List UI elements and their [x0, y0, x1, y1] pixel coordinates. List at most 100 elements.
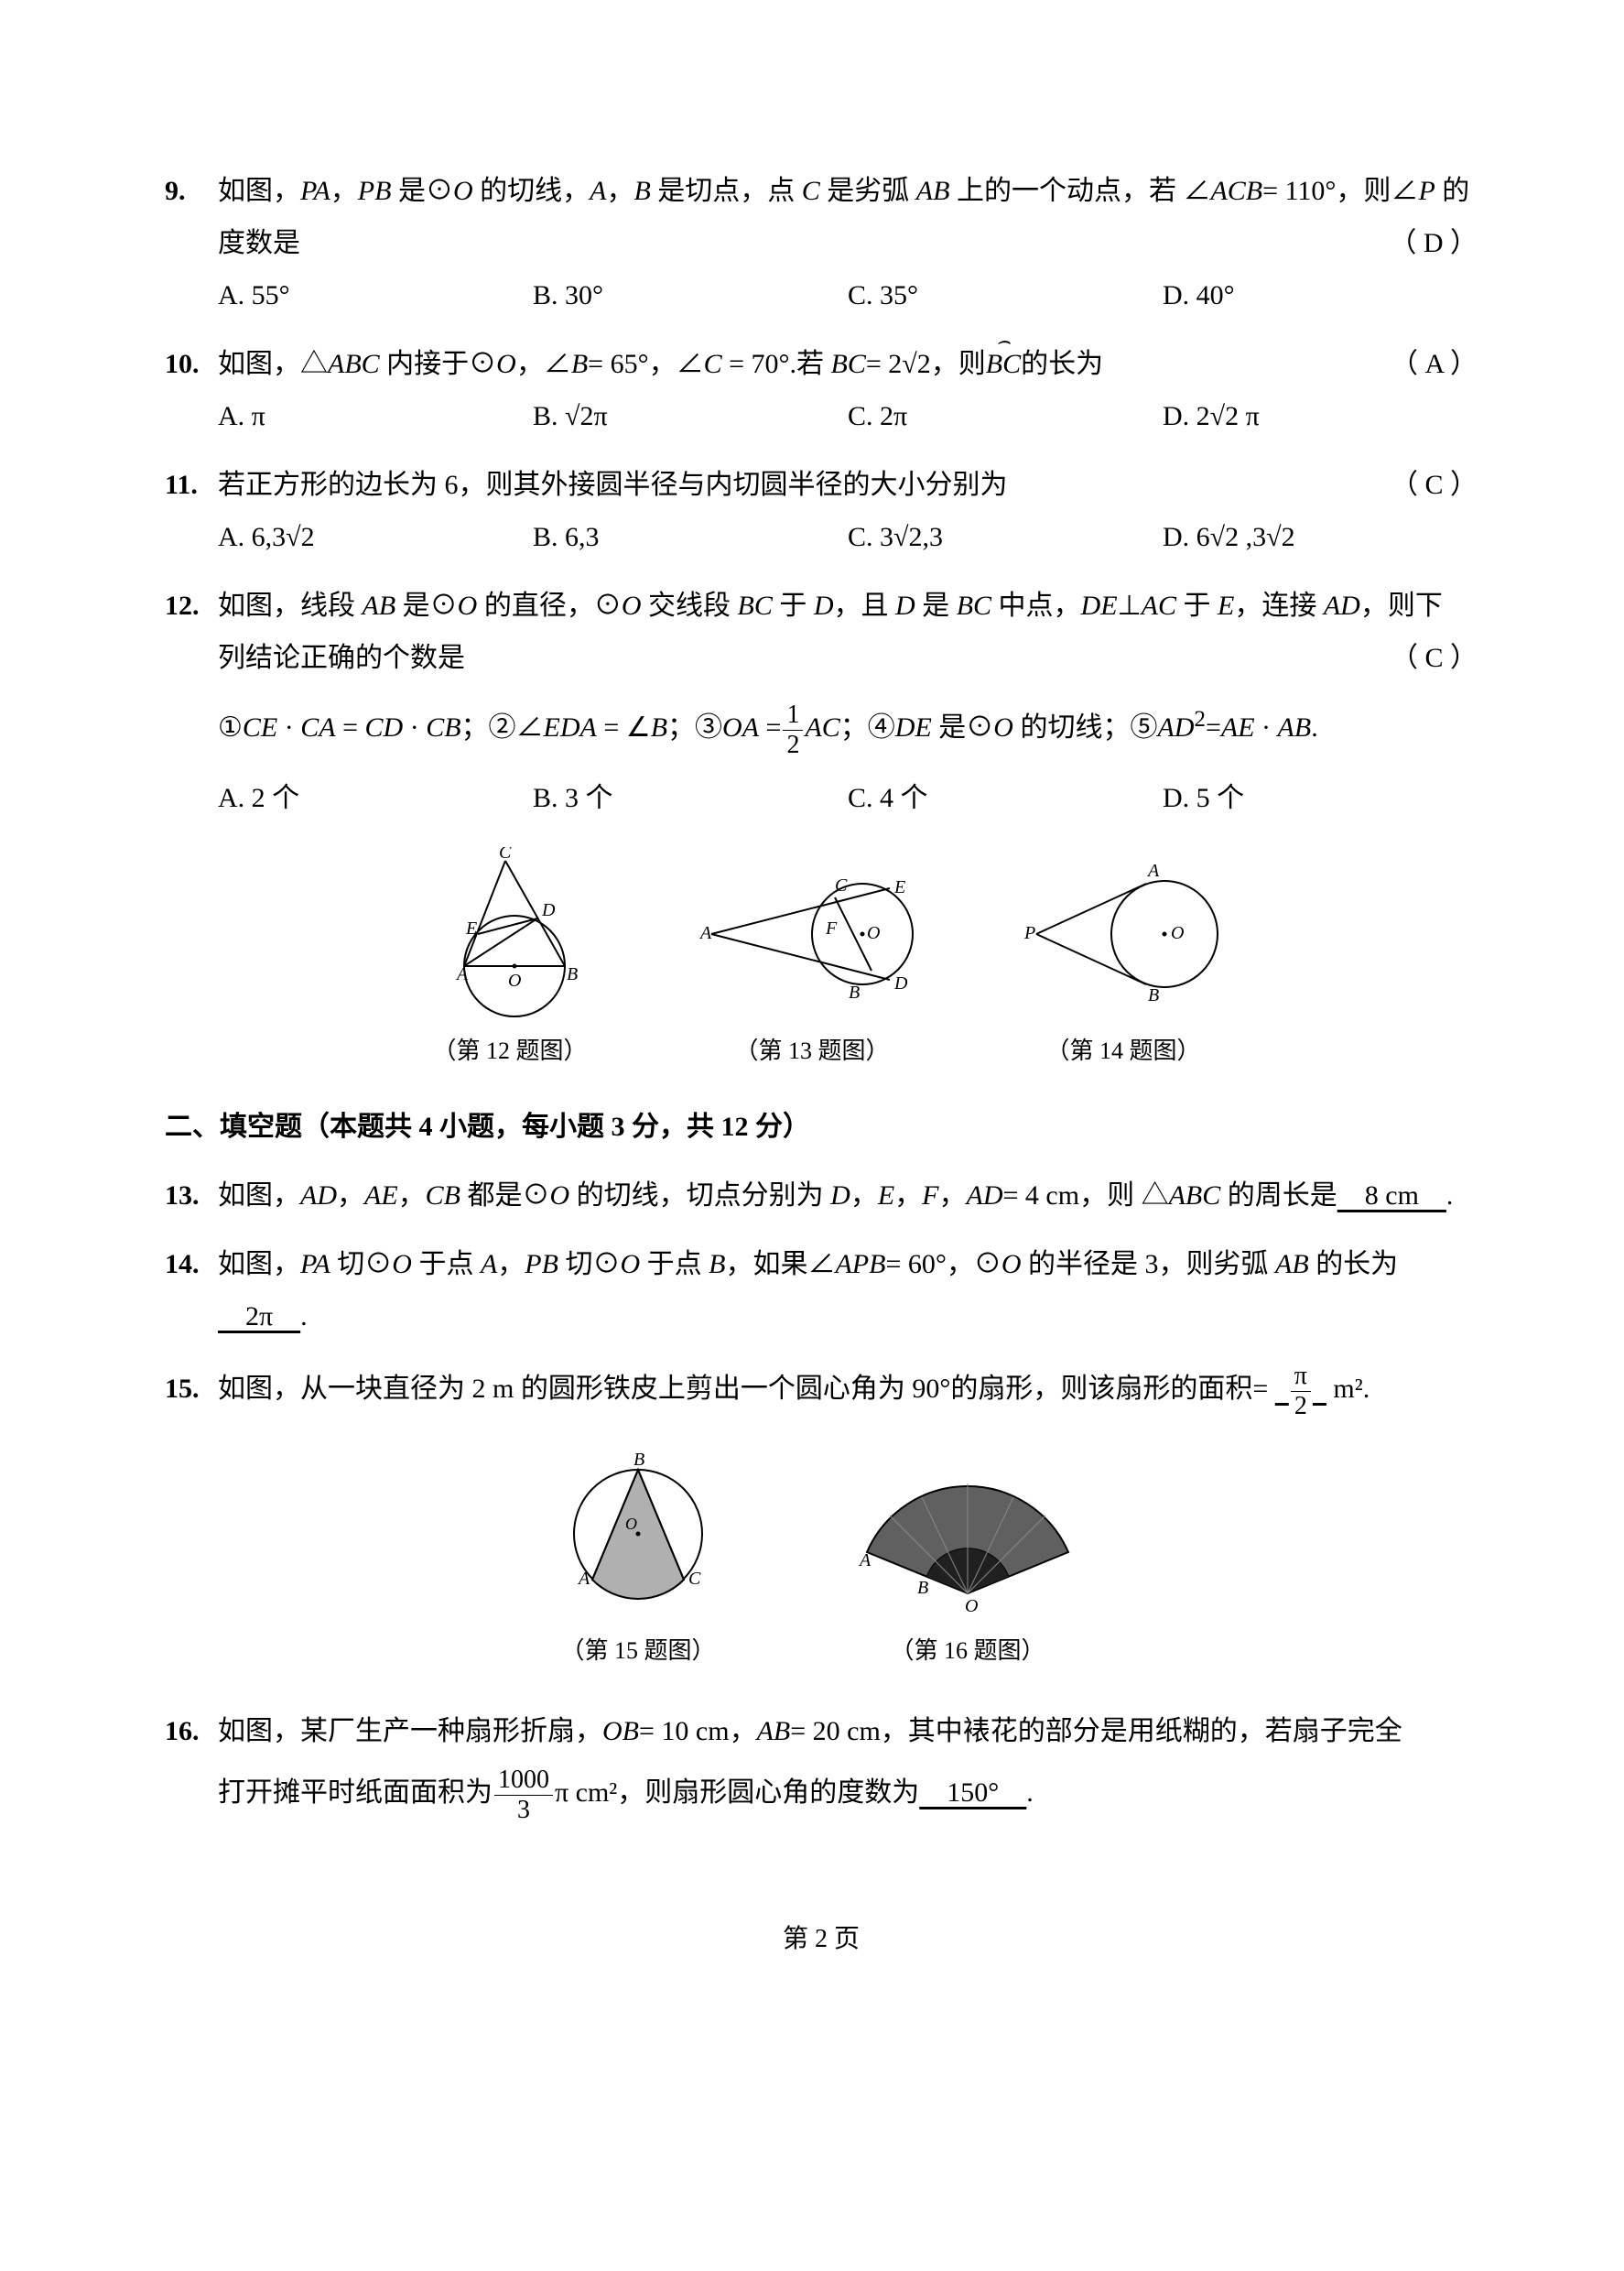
- svg-text:D: D: [893, 973, 908, 994]
- q12-t8: 中点，: [991, 591, 1081, 621]
- q12-o: O: [458, 591, 478, 621]
- figure-15: B A C O （第 15 题图）: [547, 1447, 730, 1673]
- q12-t10: 于: [1176, 591, 1218, 621]
- q11-optD: D. 6√2 ,3√2: [1163, 511, 1478, 563]
- q16-fn: 1000: [494, 1767, 553, 1796]
- q13-t4: = 4 cm，则 △: [1003, 1180, 1169, 1211]
- q10-t4: = 65°，∠: [588, 349, 703, 379]
- svg-text:A: A: [698, 923, 712, 943]
- q10-options: A. π B. √2π C. 2π D. 2√2 π: [165, 390, 1478, 442]
- q12-t2: 是⊙: [395, 591, 458, 621]
- question-13: 13. 如图，AD，AE，CB 都是⊙O 的切线，切点分别为 D，E，F，AD=…: [165, 1169, 1478, 1222]
- q9-c2: ，: [606, 176, 633, 206]
- q10-optB-b: π: [593, 401, 607, 431]
- q12-fn: 1: [783, 702, 803, 731]
- q9-t7: = 110°，则∠: [1262, 176, 1418, 206]
- svg-text:O: O: [867, 923, 880, 943]
- q10-head: 10. 如图，△ABC 内接于⊙O，∠B= 65°，∠C = 70°.若 BC=…: [165, 338, 1478, 390]
- q12-s1: ①: [218, 712, 243, 743]
- q13-o: O: [550, 1180, 570, 1211]
- q15-t1: 如图，从一块直径为 2 m 的圆形铁皮上剪出一个圆心角为 90°的扇形，则该扇形…: [218, 1374, 1268, 1404]
- q14-t4: 切⊙: [558, 1249, 621, 1279]
- q9-t1: 如图，: [218, 176, 300, 206]
- q10-t3: ，∠: [516, 349, 571, 379]
- svg-text:A: A: [858, 1550, 872, 1570]
- q13-ad2: AD: [967, 1180, 1003, 1211]
- q12-o2: O: [622, 591, 642, 621]
- q16-ob: OB: [602, 1716, 639, 1746]
- q9-answer: （ D ）: [1389, 217, 1478, 269]
- q12-head: 12. 如图，线段 AB 是⊙O 的直径，⊙O 交线段 BC 于 D，且 D 是…: [165, 580, 1478, 632]
- svg-text:C: C: [835, 875, 848, 896]
- q12-optD: D. 5 个: [1163, 772, 1478, 824]
- q14-o2: O: [620, 1249, 640, 1279]
- q10-bcarc: BC: [986, 338, 1021, 390]
- q10-text: 如图，△ABC 内接于⊙O，∠B= 65°，∠C = 70°.若 BC= 2√2…: [218, 338, 1478, 390]
- q16-t1: 如图，某厂生产一种扇形折扇，: [218, 1716, 602, 1746]
- q12-t9: ⊥: [1118, 591, 1142, 621]
- q13-ae: AE: [364, 1180, 398, 1211]
- svg-text:B: B: [633, 1450, 644, 1470]
- q14-o3: O: [1001, 1249, 1022, 1279]
- fig12-caption: （第 12 题图）: [409, 1028, 611, 1073]
- q12-tde: 是⊙: [932, 712, 994, 743]
- q10-optD: D. 2√2 π: [1163, 390, 1478, 442]
- q16-answer: 150°: [919, 1777, 1026, 1808]
- q9-o: O: [453, 176, 473, 206]
- q13-p: .: [1446, 1180, 1454, 1211]
- q9-pb: PB: [358, 176, 392, 206]
- figure-13: A O E D C B F （第 13 题图）: [684, 847, 940, 1073]
- q9-optC: C. 35°: [848, 269, 1163, 321]
- q13-c1: ，: [337, 1180, 364, 1211]
- q13-t5: 的周长是: [1220, 1180, 1337, 1211]
- q9-t5: 是劣弧: [820, 176, 916, 206]
- q12-s4: ；④: [840, 712, 895, 743]
- q12-optC: C. 4 个: [848, 772, 1163, 824]
- q12-ac: AC: [1142, 591, 1176, 621]
- q13-text: 如图，AD，AE，CB 都是⊙O 的切线，切点分别为 D，E，F，AD= 4 c…: [218, 1169, 1478, 1222]
- q9-t3: 的切线，: [473, 176, 590, 206]
- page-number: 第 2 页: [165, 1915, 1478, 1963]
- q16-l2b: π cm²，则扇形圆心角的度数为: [555, 1777, 919, 1808]
- svg-text:A: A: [1146, 861, 1160, 881]
- svg-text:B: B: [849, 983, 860, 1003]
- q13-c3: ，: [850, 1180, 878, 1211]
- q14-t1: 如图，: [218, 1249, 300, 1279]
- q9-optA: A. 55°: [218, 269, 533, 321]
- q12-bc2: BC: [957, 591, 991, 621]
- q14-t5: 于点: [640, 1249, 709, 1279]
- q10-t2: 内接于⊙: [380, 349, 497, 379]
- q10-b: B: [571, 349, 588, 379]
- q9-ab: AB: [916, 176, 950, 206]
- q10-t6: = 2: [866, 349, 902, 379]
- q12-tde2: 的切线；⑤: [1013, 712, 1158, 743]
- q12-ad: AD: [1324, 591, 1360, 621]
- q11-num: 11.: [165, 459, 218, 511]
- q14-pb: PB: [525, 1249, 558, 1279]
- q14-t3: 于点: [412, 1249, 481, 1279]
- q16-t2: = 10 cm，: [639, 1716, 757, 1746]
- q10-t8: 的长为: [1021, 349, 1103, 379]
- fig13-caption: （第 13 题图）: [684, 1028, 940, 1073]
- q11-optC-a: C. 3: [848, 522, 893, 552]
- q12-t3: 的直径，⊙: [477, 591, 622, 621]
- q12-t5: 于: [773, 591, 814, 621]
- q12-ab2: AB: [1278, 712, 1312, 743]
- q10-optD-a: D. 2: [1163, 401, 1210, 431]
- q14-pa: PA: [300, 1249, 330, 1279]
- q12-text: 如图，线段 AB 是⊙O 的直径，⊙O 交线段 BC 于 D，且 D 是 BC …: [218, 580, 1478, 632]
- q14-answer: 2π: [218, 1301, 300, 1331]
- q9-a: A: [590, 176, 606, 206]
- q10-abc: ABC: [328, 349, 380, 379]
- q13-answer: 8 cm: [1337, 1180, 1446, 1211]
- q12-num: 12.: [165, 580, 218, 632]
- q12-fd: 2: [783, 731, 803, 758]
- q10-sqrt: √2: [902, 349, 930, 379]
- q14-t6: ，如果∠: [725, 1249, 835, 1279]
- q12-de: DE: [1081, 591, 1118, 621]
- svg-text:O: O: [508, 971, 521, 991]
- question-14: 14. 如图，PA 切⊙O 于点 A，PB 切⊙O 于点 B，如果∠APB= 6…: [165, 1238, 1478, 1342]
- q12-answer: （ C ）: [1391, 632, 1478, 684]
- q16-fd: 3: [494, 1796, 553, 1823]
- figures-row-1: A B C D E O （第 12 题图） A O E D C B F （第 1…: [165, 847, 1478, 1073]
